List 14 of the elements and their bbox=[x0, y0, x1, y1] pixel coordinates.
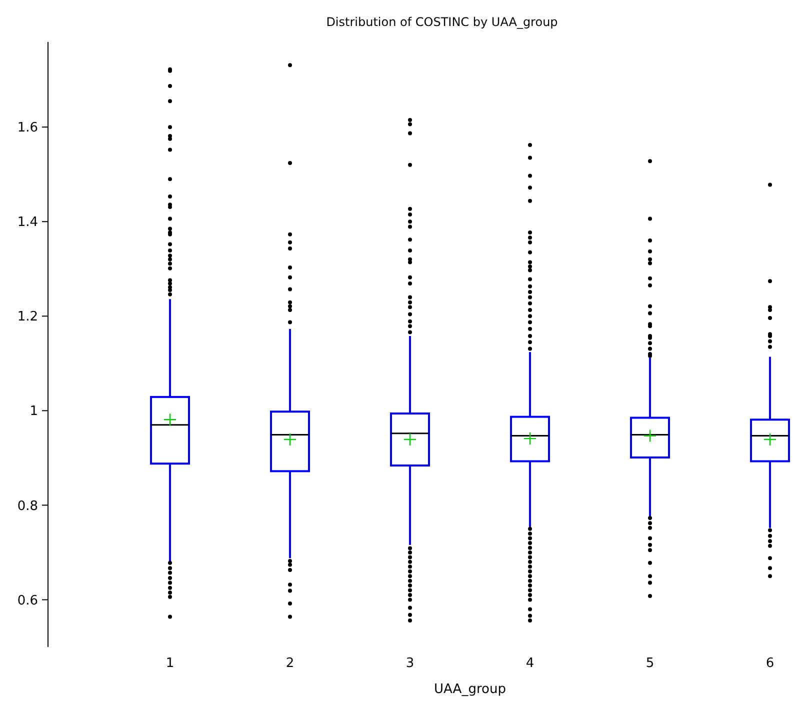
y-tick-label: 1.6 bbox=[17, 120, 38, 136]
x-axis-title: UAA_group bbox=[434, 682, 506, 697]
x-tick-label: 1 bbox=[166, 656, 174, 671]
x-tick-label: 6 bbox=[766, 656, 774, 671]
x-tick-label: 2 bbox=[286, 656, 294, 671]
y-tick-label: 1 bbox=[30, 404, 38, 420]
x-tick-label: 5 bbox=[646, 656, 654, 671]
y-tick-label: 0.6 bbox=[17, 593, 38, 608]
chart-title: Distribution of COSTINC by UAA_group bbox=[326, 15, 558, 29]
x-tick-label: 4 bbox=[526, 656, 534, 671]
x-tick-label: 3 bbox=[406, 656, 414, 671]
y-tick-label: 0.8 bbox=[17, 498, 38, 514]
y-tick-label: 1.2 bbox=[17, 310, 38, 325]
y-tick-label: 1.4 bbox=[17, 215, 38, 230]
